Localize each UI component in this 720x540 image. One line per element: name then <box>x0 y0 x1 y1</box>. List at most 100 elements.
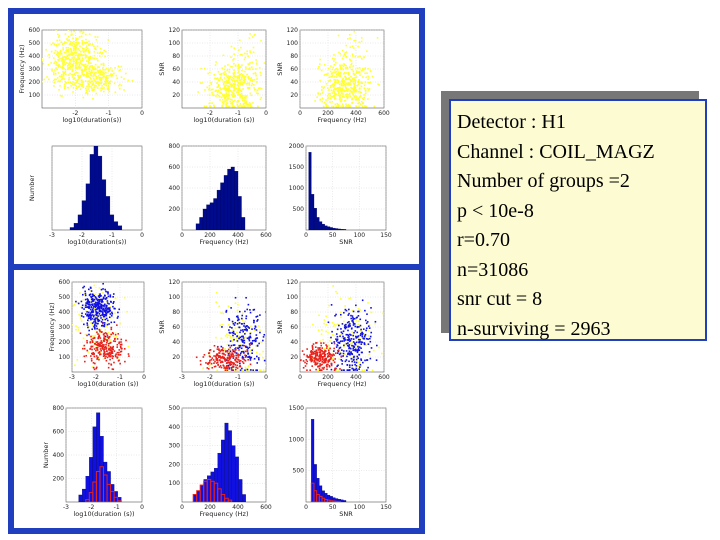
scatter-point <box>250 84 253 87</box>
scatter-point <box>368 324 371 326</box>
scatter-point <box>80 306 82 308</box>
marks <box>195 291 266 371</box>
scatter-point <box>87 74 89 77</box>
scatter-point <box>53 85 55 87</box>
scatter-point <box>213 362 215 364</box>
scatter-point <box>112 340 115 342</box>
scatter-point <box>330 368 333 371</box>
histogram-bar <box>203 479 208 502</box>
scatter-point <box>355 72 358 74</box>
scatter-point <box>243 339 246 342</box>
scatter-point <box>90 358 93 360</box>
scatter-point <box>97 311 99 314</box>
scatter-point <box>249 359 252 361</box>
scatter-point <box>245 317 247 320</box>
scatter-point <box>107 337 110 340</box>
scatter-point <box>307 356 309 358</box>
scatter-point <box>313 352 315 355</box>
scatter-point <box>105 296 108 299</box>
scatter-point <box>103 332 106 335</box>
scatter-point <box>227 353 230 355</box>
scatter-point <box>110 364 113 366</box>
scatter-point <box>346 78 348 80</box>
scatter-point <box>374 320 377 323</box>
scatter-point <box>92 352 94 354</box>
scatter-point <box>350 314 352 317</box>
scatter-point <box>361 299 364 302</box>
scatter-point <box>330 353 332 356</box>
histogram-bar <box>89 457 94 502</box>
scatter-point <box>101 52 104 54</box>
scatter-point <box>90 296 93 299</box>
scatter-point <box>225 79 228 82</box>
scatter-point <box>341 81 344 84</box>
scatter-point <box>249 105 252 108</box>
scatter-point <box>214 355 217 357</box>
scatter-point <box>96 269 98 271</box>
scatter-point <box>64 51 67 54</box>
scatter-point <box>328 355 331 358</box>
scatter-point <box>84 304 87 307</box>
scatter-point <box>333 96 336 98</box>
scatter-point <box>59 65 61 67</box>
scatter-point <box>80 300 83 303</box>
scatter-point <box>100 298 102 301</box>
scatter-point <box>314 100 316 102</box>
scatter-point <box>323 355 325 358</box>
scatter-point <box>233 83 235 85</box>
scatter-point <box>96 45 99 48</box>
scatter-point <box>86 301 89 304</box>
histogram-bar <box>220 182 225 230</box>
scatter-point <box>92 311 95 313</box>
histogram-bar <box>311 194 315 230</box>
scatter-point <box>359 74 361 76</box>
scatter-point <box>104 332 107 334</box>
scatter-point <box>57 66 60 68</box>
scatter-point <box>76 301 79 304</box>
scatter-point <box>233 79 236 82</box>
scatter-point <box>358 79 360 81</box>
scatter-point <box>93 352 95 355</box>
scatter-point <box>116 343 119 346</box>
scatter-point <box>119 83 121 86</box>
y-tick-label: 40 <box>290 339 298 346</box>
scatter-point <box>59 57 61 60</box>
scatter-point <box>302 366 305 369</box>
scatter-point <box>348 344 351 346</box>
scatter-point <box>259 71 262 74</box>
scatter-point <box>305 362 308 365</box>
x-tick-label: -1 <box>117 374 123 381</box>
scatter-point <box>317 93 320 95</box>
scatter-point <box>346 369 349 371</box>
scatter-point <box>106 341 108 344</box>
y-axis-label: Frequency (Hz) <box>18 44 26 93</box>
scatter-point <box>314 356 317 358</box>
scatter-point <box>88 76 90 78</box>
scatter-point <box>334 71 337 73</box>
scatter-point <box>249 309 251 311</box>
scatter-point <box>256 92 258 94</box>
scatter-point <box>359 325 362 328</box>
scatter-point <box>246 350 248 353</box>
scatter-point <box>96 80 99 83</box>
scatter-point <box>116 356 119 359</box>
scatter-point <box>332 89 335 91</box>
scatter-point <box>222 72 225 74</box>
scatter-point <box>358 346 361 348</box>
scatter-point <box>345 22 347 24</box>
scatter-point <box>98 52 101 54</box>
scatter-point <box>86 64 89 67</box>
scatter-point <box>237 353 239 355</box>
scatter-point <box>362 332 364 335</box>
scatter-point <box>339 351 341 354</box>
scatter-point <box>304 361 306 364</box>
scatter-point <box>52 79 55 82</box>
scatter-point <box>73 47 75 50</box>
scatter-point <box>223 81 225 83</box>
scatter-point <box>55 25 57 27</box>
x-axis-label: Frequency (Hz) <box>317 380 366 388</box>
scatter-point <box>224 71 226 73</box>
scatter-point <box>245 354 248 357</box>
scatter-point <box>259 98 262 101</box>
scatter-point <box>104 328 107 331</box>
